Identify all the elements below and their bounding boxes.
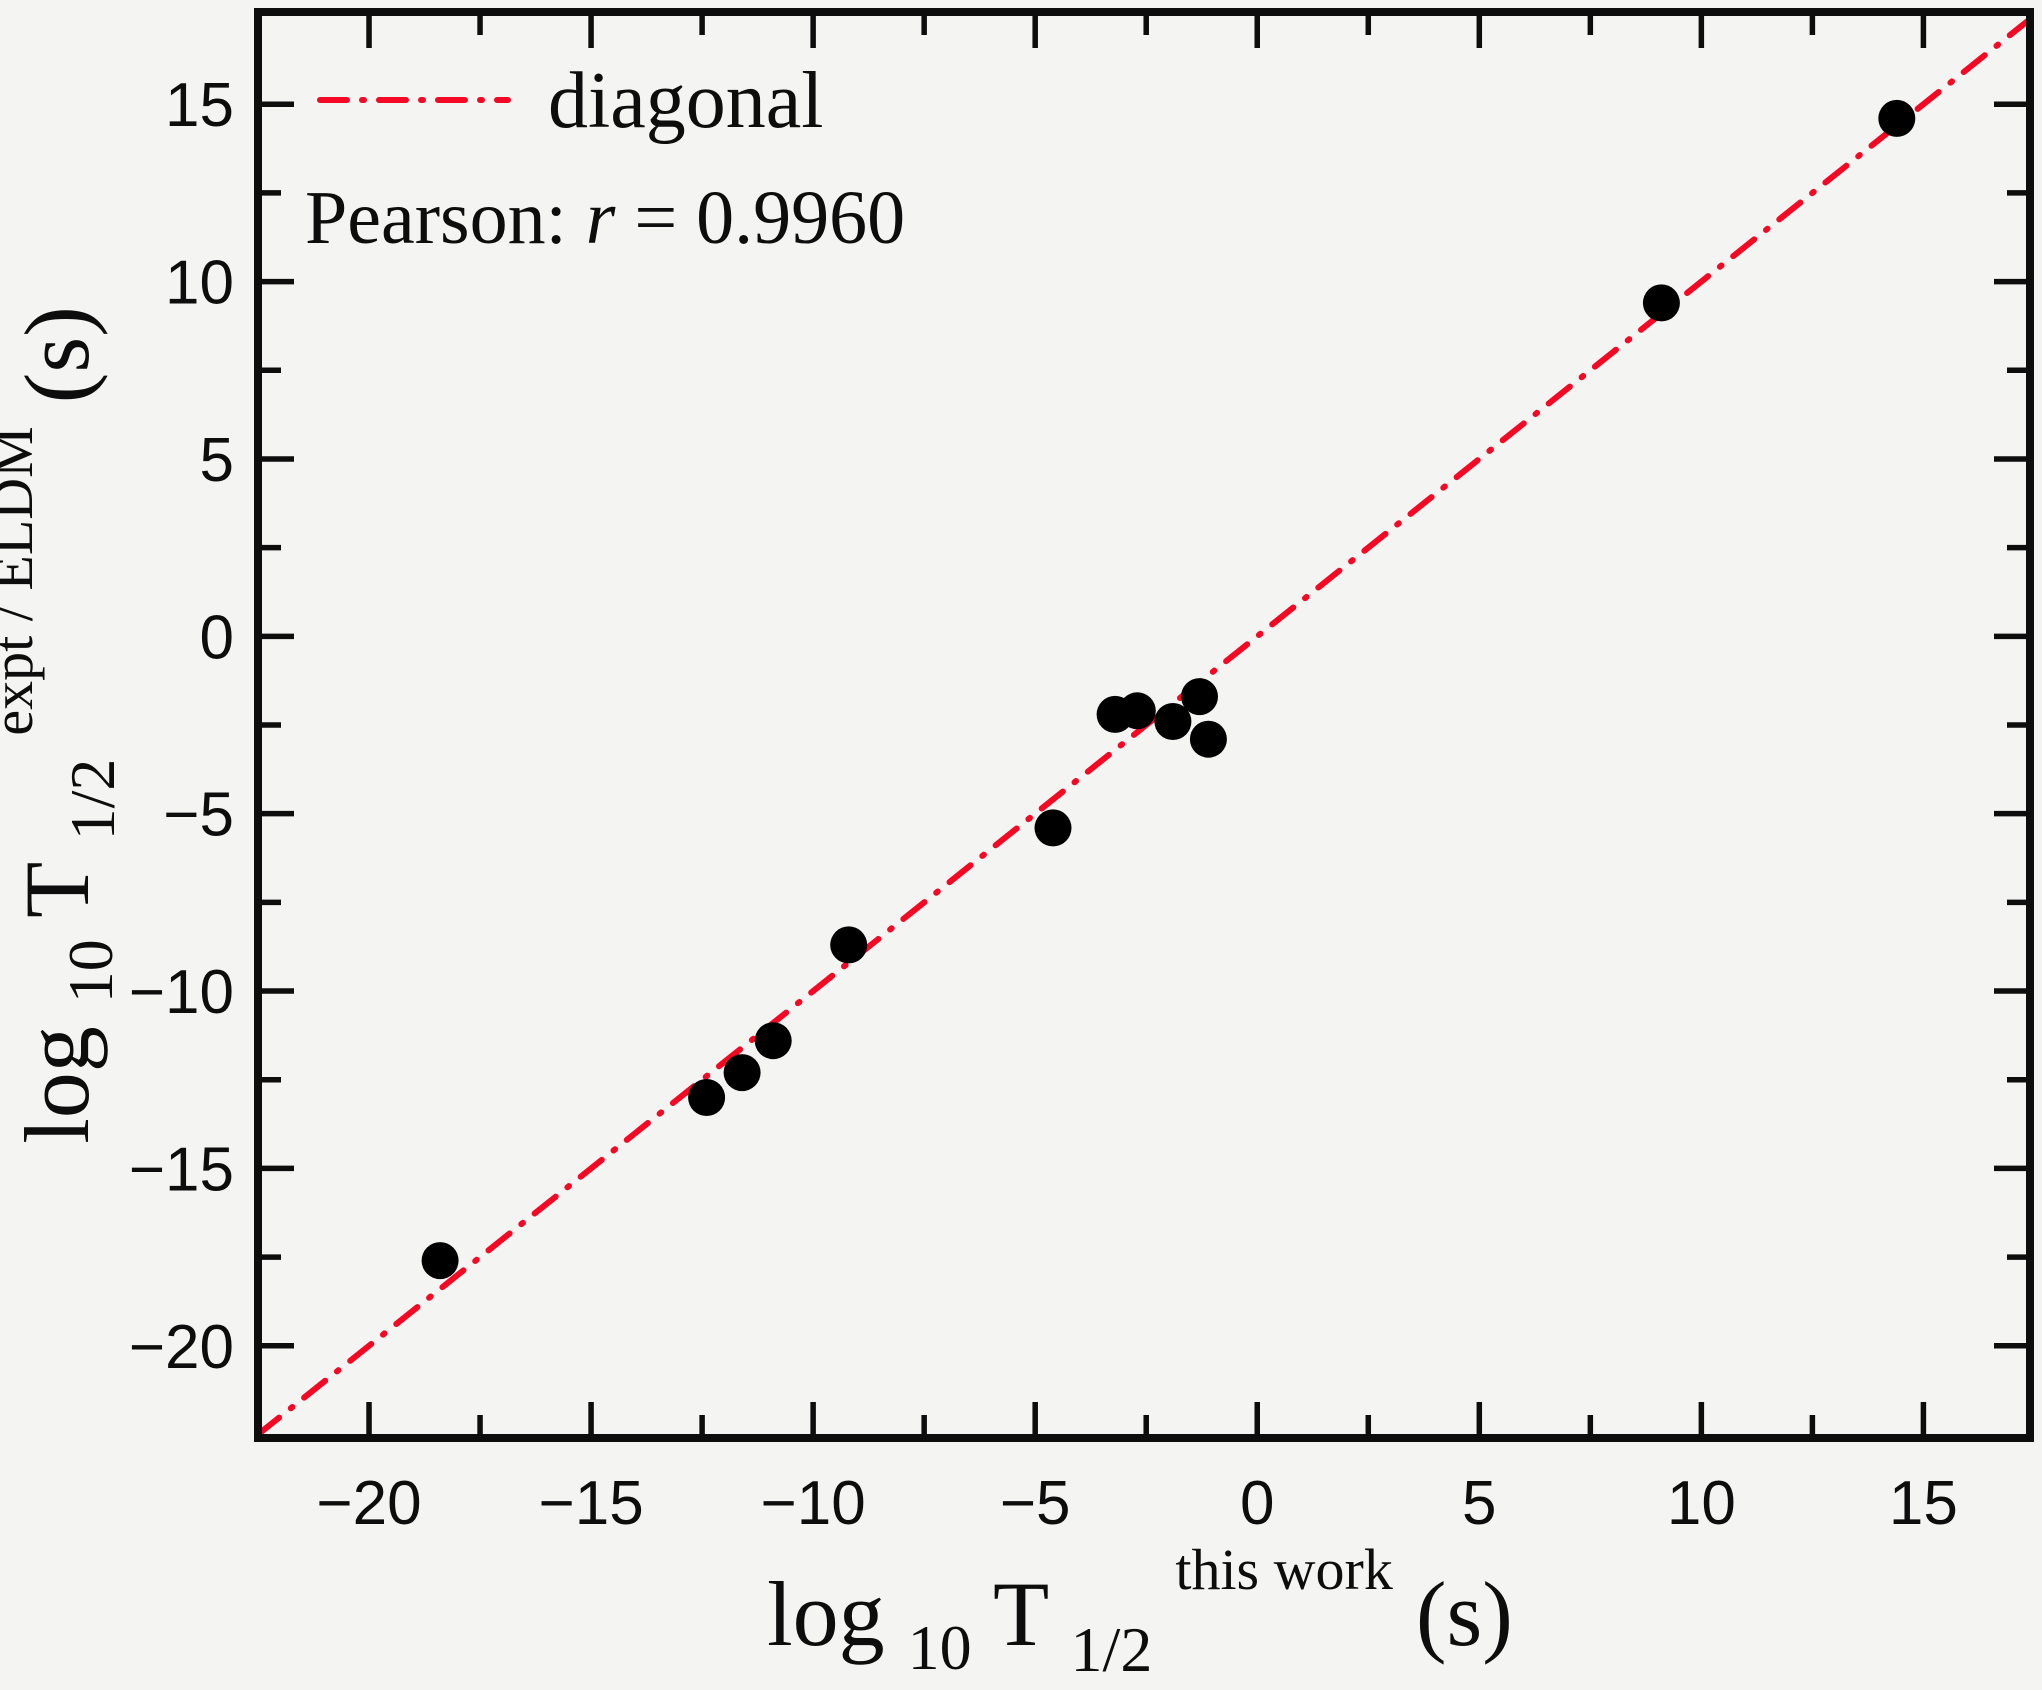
- pearson-symbol: r: [586, 176, 616, 260]
- y-tick-label: 10: [165, 249, 234, 318]
- axis-ticks-layer: [262, 16, 2026, 1434]
- x-title-sub10: 10: [908, 1612, 972, 1683]
- x-tick-label: 5: [1462, 1469, 1496, 1538]
- x-axis-title: log 10 T 1/2 this work (s): [767, 1507, 1513, 1690]
- data-points-layer: [421, 99, 1916, 1280]
- data-point: [754, 1022, 792, 1060]
- x-tick-label: 10: [1667, 1469, 1736, 1538]
- pearson-annotation: Pearson: r = 0.9960: [305, 176, 905, 260]
- tick-labels-layer: −20 −15 −10 −5 0 5 10 15 −20 −15 −10 −5 0 5 10 15: [129, 71, 1958, 1538]
- y-tick-label: −10: [129, 958, 234, 1027]
- y-title-T: T: [6, 863, 108, 918]
- pearson-value: = 0.9960: [634, 176, 905, 260]
- y-tick-label: −15: [129, 1135, 234, 1204]
- x-title-sup: this work: [1175, 1537, 1393, 1602]
- y-title-sub12: 1/2: [57, 759, 128, 841]
- x-tick-label: −15: [539, 1469, 644, 1538]
- x-tick-label: −10: [761, 1469, 866, 1538]
- x-title-unit: (s): [1416, 1563, 1513, 1665]
- y-tick-label: 0: [200, 603, 234, 672]
- x-title-sub12: 1/2: [1071, 1614, 1153, 1685]
- y-title-sup: expt / ELDM: [0, 426, 45, 735]
- plot-frame: [254, 8, 2034, 1442]
- x-tick-label: −5: [1000, 1469, 1071, 1538]
- x-tick-label: 0: [1240, 1469, 1274, 1538]
- x-tick-label: 15: [1889, 1469, 1958, 1538]
- data-point: [723, 1054, 761, 1092]
- y-tick-label: −20: [129, 1313, 234, 1382]
- legend-label: diagonal: [548, 57, 823, 145]
- data-point: [1189, 720, 1227, 758]
- data-point: [1181, 678, 1218, 716]
- x-title-T: T: [993, 1563, 1048, 1665]
- x-tick-label: −20: [316, 1469, 421, 1538]
- y-title-sub10: 10: [55, 939, 126, 1003]
- data-point: [830, 926, 868, 964]
- data-point: [1878, 99, 1916, 137]
- pearson-prefix: Pearson:: [305, 176, 586, 260]
- y-tick-label: −5: [163, 781, 234, 850]
- x-title-log: log: [767, 1563, 885, 1665]
- data-point: [688, 1079, 726, 1116]
- data-point: [1154, 703, 1192, 740]
- legend: diagonal: [317, 57, 823, 145]
- data-point: [1034, 809, 1072, 847]
- y-title-unit: (s): [6, 306, 108, 403]
- data-point: [1642, 284, 1680, 322]
- y-title-log: log: [6, 1026, 108, 1144]
- data-point: [1118, 692, 1156, 730]
- data-point: [421, 1242, 459, 1280]
- y-tick-label: 15: [165, 71, 234, 140]
- y-tick-label: 5: [200, 426, 234, 495]
- y-axis-title: log 10 T 1/2 expt / ELDM (s): [0, 306, 134, 1144]
